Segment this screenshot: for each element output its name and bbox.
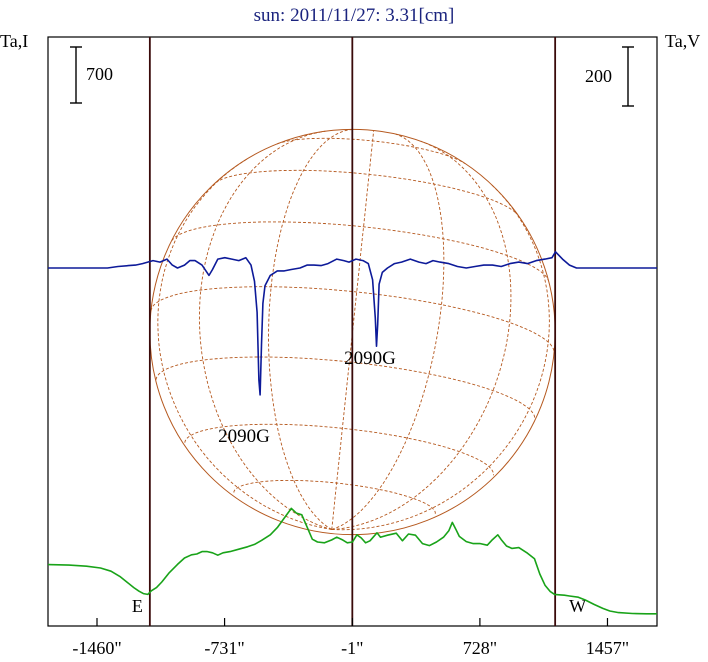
annotation-layer: 2090G 2090G: [218, 348, 396, 447]
latitude-line: [155, 356, 536, 420]
latitude-line: [150, 286, 555, 354]
longitude-line: [198, 130, 332, 530]
circular-polarization-series-line: [48, 251, 657, 396]
left-scale-bar: 700: [70, 46, 113, 104]
limb-label: W: [569, 596, 586, 616]
latitude-line: [233, 479, 436, 514]
field-strength-annotation: 2090G: [218, 426, 270, 447]
intensity-series-line: [47, 507, 657, 615]
longitude-line: [331, 184, 550, 531]
left-scale-bar-label: 700: [86, 64, 113, 84]
longitude-line: [331, 133, 445, 530]
longitude-line: [268, 129, 352, 530]
x-tick-label: -1": [341, 638, 363, 658]
x-tick-label: 1457": [586, 638, 629, 658]
series-layer: [47, 251, 657, 615]
latitude-line: [171, 221, 549, 281]
limb-label: E: [132, 596, 143, 616]
left-axis-label: Ta,I: [0, 31, 28, 51]
x-tick-label: -1460": [72, 638, 121, 658]
longitude-line: [331, 130, 375, 530]
right-scale-bar-label: 200: [585, 66, 612, 86]
chart-title: sun: 2011/11/27: 3.31[cm]: [254, 5, 455, 26]
x-axis-ticks: -1460" -731" -1" 728" 1457": [72, 618, 629, 658]
right-axis-label: Ta,V: [665, 31, 700, 51]
x-tick-label: -731": [204, 638, 244, 658]
x-tick-label: 728": [463, 638, 497, 658]
latitude-line: [215, 169, 518, 215]
field-strength-annotation: 2090G: [344, 348, 396, 369]
longitude-line: [157, 158, 332, 530]
right-scale-bar: 200: [585, 46, 634, 107]
